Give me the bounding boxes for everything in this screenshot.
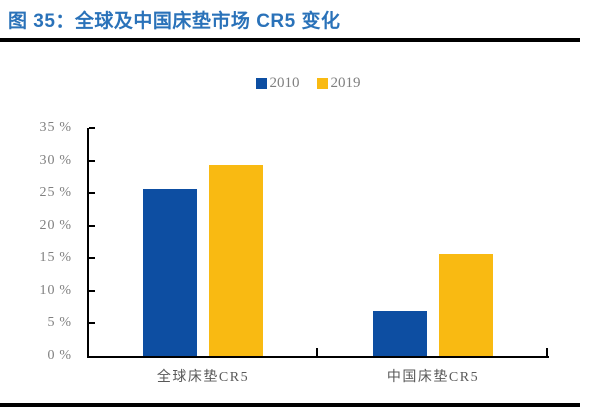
- x-axis-category-label: 中国床垫CR5: [386, 370, 480, 385]
- y-axis-line: [87, 128, 89, 358]
- bar-2019: [209, 165, 263, 357]
- y-axis-tick-label: 30 %: [39, 152, 72, 168]
- legend-item-2010: 2010: [255, 74, 300, 92]
- legend-swatch: [316, 77, 328, 89]
- x-axis-tick: [546, 348, 548, 356]
- y-axis-tick-label: 20 %: [39, 217, 72, 233]
- x-axis-category-label: 全球床垫CR5: [156, 370, 250, 385]
- figure-title: 图 35：全球及中国床垫市场 CR5 变化: [8, 11, 341, 32]
- legend-label: 2019: [330, 74, 361, 91]
- legend: 2010 2019: [0, 74, 616, 92]
- y-axis-tick-label: 15 %: [39, 250, 72, 266]
- x-axis-tick: [316, 348, 318, 356]
- bar-2010: [143, 189, 197, 357]
- y-axis-tick-label: 25 %: [39, 185, 72, 201]
- y-axis-tick: [89, 289, 95, 292]
- y-axis-tick: [89, 322, 95, 325]
- y-axis-tick-label: 10 %: [39, 282, 72, 298]
- y-axis-tick-label: 0 %: [47, 348, 72, 363]
- y-axis-tick-label: 5 %: [47, 315, 72, 331]
- bar-2019: [439, 254, 493, 357]
- y-axis-tick: [89, 159, 95, 162]
- y-axis-tick: [89, 192, 95, 195]
- x-axis-line: [87, 356, 549, 358]
- legend-item-2019: 2019: [316, 74, 361, 92]
- bottom-rule: [0, 403, 580, 407]
- y-axis-tick: [89, 127, 95, 129]
- y-axis-tick: [89, 257, 95, 260]
- y-axis-tick-label: 35 %: [39, 120, 72, 135]
- title-underline-rule: [0, 38, 580, 42]
- legend-label: 2010: [269, 74, 300, 91]
- legend-swatch: [255, 77, 267, 89]
- y-axis-tick: [89, 224, 95, 227]
- bar-2010: [373, 311, 427, 357]
